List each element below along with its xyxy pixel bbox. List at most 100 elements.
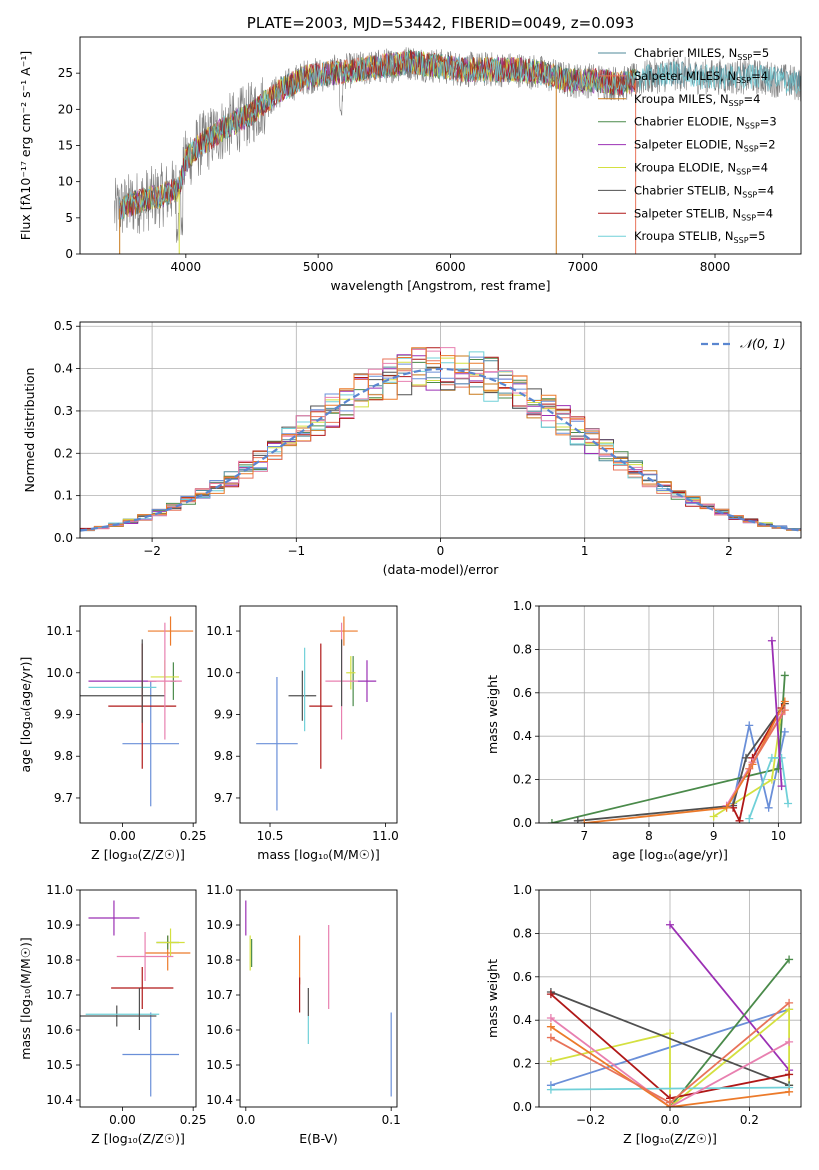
y-tick-label: 0.8 <box>513 642 532 656</box>
weight-marker <box>785 1037 794 1046</box>
weight-marker <box>709 812 718 821</box>
y-tick-label: 0 <box>65 247 73 261</box>
plot-frame <box>79 889 197 1108</box>
y-tick-label: 0.2 <box>513 1057 532 1071</box>
y-tick-label: 0.3 <box>54 404 73 418</box>
plot-frame <box>538 889 802 1108</box>
weight-marker <box>780 671 789 680</box>
plot-area <box>546 920 794 1107</box>
y-tick-label: 0.2 <box>54 446 73 460</box>
y-axis-label: mass weight <box>485 959 500 1038</box>
y-tick-label: 9.7 <box>54 791 73 805</box>
y-tick-label: 0.4 <box>54 362 73 376</box>
x-tick-label: 0.25 <box>180 1113 207 1127</box>
weight-marker <box>784 799 793 808</box>
weight-marker <box>722 803 731 812</box>
plot-area <box>80 900 191 1097</box>
x-tick-label: 8000 <box>700 260 731 274</box>
plot-area <box>245 900 392 1097</box>
panel-age-vs-Z: 0.00 0.25 9.7 9.8 9.9 10.0 10.1 Z [log₁₀(Z/Z☉)]… <box>18 605 207 862</box>
weight-series <box>550 1025 790 1107</box>
x-tick-label: −0.2 <box>576 1113 605 1127</box>
legend-label: Chabrier MILES, NSSP=5 <box>634 46 769 62</box>
x-tick-label: 0.0 <box>236 1113 255 1127</box>
x-tick-label: 7 <box>580 829 588 843</box>
x-tick-label: 5000 <box>303 260 334 274</box>
y-tick-label: 0.2 <box>513 773 532 787</box>
y-axis-label: mass weight <box>485 675 500 754</box>
y-tick-label: 10.5 <box>46 1058 73 1072</box>
chart-title: PLATE=2003, MJD=53442, FIBERID=0049, z=0… <box>247 14 634 32</box>
weight-series <box>732 707 783 823</box>
panel-mass-vs-Z: 0.00 0.25 10.4 10.5 10.6 10.7 10.8 10.9 11.0 Z [l… <box>18 883 207 1146</box>
y-tick-label: 10 <box>58 175 73 189</box>
weight-marker <box>777 782 786 791</box>
weight-series <box>550 1017 790 1107</box>
legend-label: Kroupa ELODIE, NSSP=4 <box>634 161 768 177</box>
weight-marker <box>767 753 776 762</box>
y-axis-label: Flux [fλ10⁻¹⁷ erg cm⁻² s⁻¹ A⁻¹] <box>18 51 33 240</box>
weight-marker <box>780 697 789 706</box>
y-axis-label: mass [log₁₀(M/M☉)] <box>18 937 33 1059</box>
plot-area <box>80 347 801 533</box>
x-tick-label: −1 <box>287 544 305 558</box>
weight-marker <box>547 819 556 823</box>
legend: 𝒩(0, 1) <box>701 336 786 351</box>
y-axis-label: Normed distribution <box>22 368 37 493</box>
weight-marker <box>780 727 789 736</box>
y-tick-label: 10.9 <box>46 918 73 932</box>
y-tick-label: 10.7 <box>46 988 73 1002</box>
weight-marker <box>785 955 794 964</box>
histogram-series <box>80 347 801 533</box>
y-tick-label: 9.8 <box>54 749 73 763</box>
panel-weight-vs-Z: −0.2 0.0 0.2 0.0 0.2 0.4 0.6 0.8 1.0 Z [log₁₀(Z/Z… <box>485 883 802 1146</box>
x-tick-label: 8 <box>645 829 653 843</box>
plot-frame <box>79 605 197 824</box>
y-tick-label: 10.6 <box>206 1023 233 1037</box>
x-tick-label: 0 <box>437 544 445 558</box>
weight-marker <box>785 1070 794 1079</box>
legend-label: Chabrier ELODIE, NSSP=3 <box>634 115 777 131</box>
normal-curve <box>80 367 801 532</box>
y-tick-label: 9.9 <box>214 708 233 722</box>
x-tick-label: 0.2 <box>740 1113 759 1127</box>
plot-area <box>547 636 793 823</box>
y-tick-label: 5 <box>65 211 73 225</box>
x-tick-label: 1 <box>581 544 589 558</box>
weight-series <box>748 709 786 770</box>
x-axis-label: (data-model)/error <box>383 562 500 577</box>
weight-marker <box>745 814 754 823</box>
weight-series <box>584 701 786 823</box>
y-tick-label: 11.0 <box>206 883 233 897</box>
weight-marker <box>745 764 754 773</box>
weight-marker <box>546 1022 555 1031</box>
plot-area <box>80 616 194 807</box>
x-tick-label: 6000 <box>435 260 466 274</box>
weight-marker <box>767 775 776 784</box>
legend-label: Salpeter MILES, NSSP=4 <box>634 69 768 85</box>
legend-label: Chabrier STELIB, NSSP=4 <box>634 183 774 199</box>
weight-marker <box>785 998 794 1007</box>
y-tick-label: 10.7 <box>206 988 233 1002</box>
x-tick-label: 10 <box>771 829 786 843</box>
weight-marker <box>573 816 582 823</box>
x-axis-label: mass [log₁₀(M/M☉)] <box>257 847 379 862</box>
legend: Chabrier MILES, NSSP=5 Salpeter MILES, NS… <box>598 46 777 245</box>
weight-marker <box>666 1098 674 1107</box>
weight-marker <box>767 636 776 645</box>
y-tick-label: 10.0 <box>206 666 233 680</box>
y-axis-label: age [log₁₀(age/yr)] <box>18 657 33 773</box>
weight-series <box>550 1086 790 1091</box>
weight-series <box>550 991 790 1087</box>
y-tick-label: 0.6 <box>513 686 532 700</box>
weight-series <box>771 640 783 787</box>
y-tick-label: 9.9 <box>54 708 73 722</box>
weight-marker <box>745 721 754 730</box>
x-tick-label: 2 <box>725 544 733 558</box>
panel-weight-vs-age: 7 8 9 10 0.0 0.2 0.4 0.6 0.8 1.0 age [log₁₀(age/yr… <box>485 599 802 862</box>
weight-series <box>669 924 790 1071</box>
y-tick-label: 9.7 <box>214 791 233 805</box>
y-tick-label: 0.8 <box>513 926 532 940</box>
x-axis-label: Z [log₁₀(Z/Z☉)] <box>91 847 185 862</box>
